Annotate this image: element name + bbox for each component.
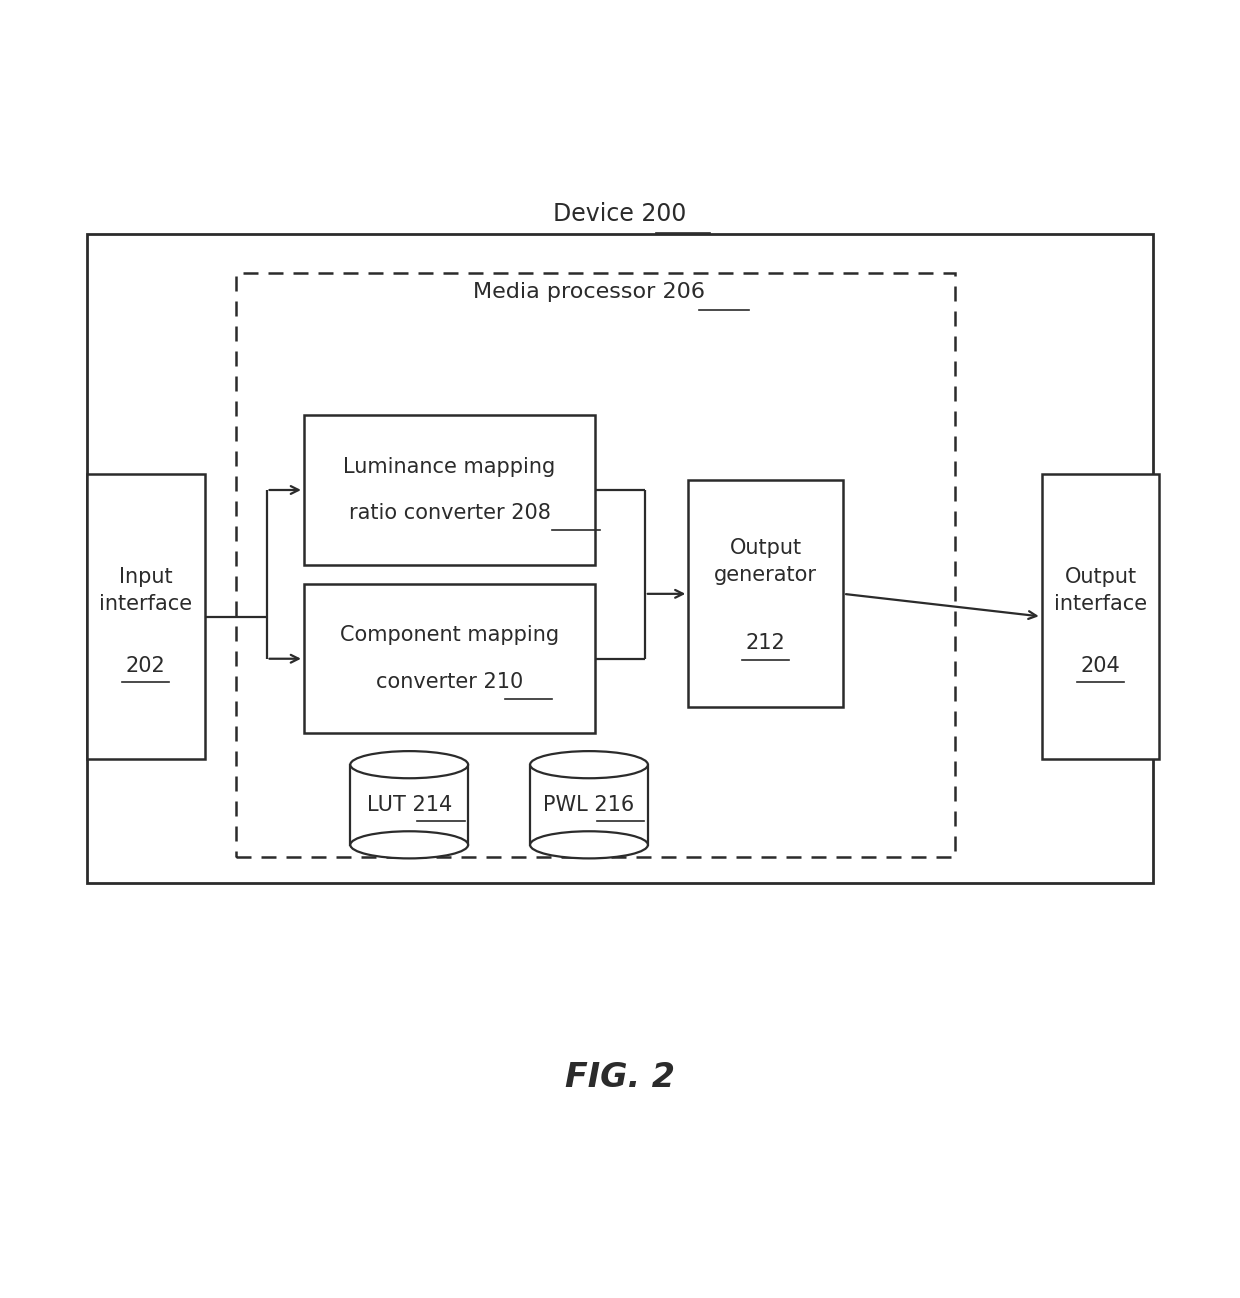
- Text: Input
interface: Input interface: [99, 567, 192, 614]
- Ellipse shape: [531, 831, 649, 858]
- Text: LUT 214: LUT 214: [367, 794, 451, 815]
- Text: Component mapping: Component mapping: [340, 626, 559, 645]
- Bar: [304, 584, 595, 733]
- Text: 204: 204: [1080, 655, 1121, 676]
- Ellipse shape: [351, 831, 469, 858]
- Text: converter 210: converter 210: [376, 672, 523, 692]
- Text: Output
interface: Output interface: [1054, 567, 1147, 614]
- Text: Output
generator: Output generator: [714, 539, 817, 584]
- Text: Media processor 206: Media processor 206: [472, 282, 706, 302]
- Bar: [236, 273, 955, 857]
- Bar: [87, 234, 1153, 883]
- Text: FIG. 2: FIG. 2: [565, 1060, 675, 1094]
- Text: PWL 216: PWL 216: [543, 794, 635, 815]
- Text: Luminance mapping: Luminance mapping: [343, 457, 556, 476]
- Text: 212: 212: [745, 633, 786, 653]
- Text: ratio converter 208: ratio converter 208: [348, 504, 551, 523]
- Bar: [304, 415, 595, 565]
- Bar: [688, 480, 843, 707]
- Ellipse shape: [531, 752, 649, 779]
- Bar: [87, 474, 205, 759]
- Text: Device 200: Device 200: [553, 202, 687, 226]
- Bar: [1042, 474, 1159, 759]
- Text: 202: 202: [125, 655, 166, 676]
- Ellipse shape: [351, 752, 469, 779]
